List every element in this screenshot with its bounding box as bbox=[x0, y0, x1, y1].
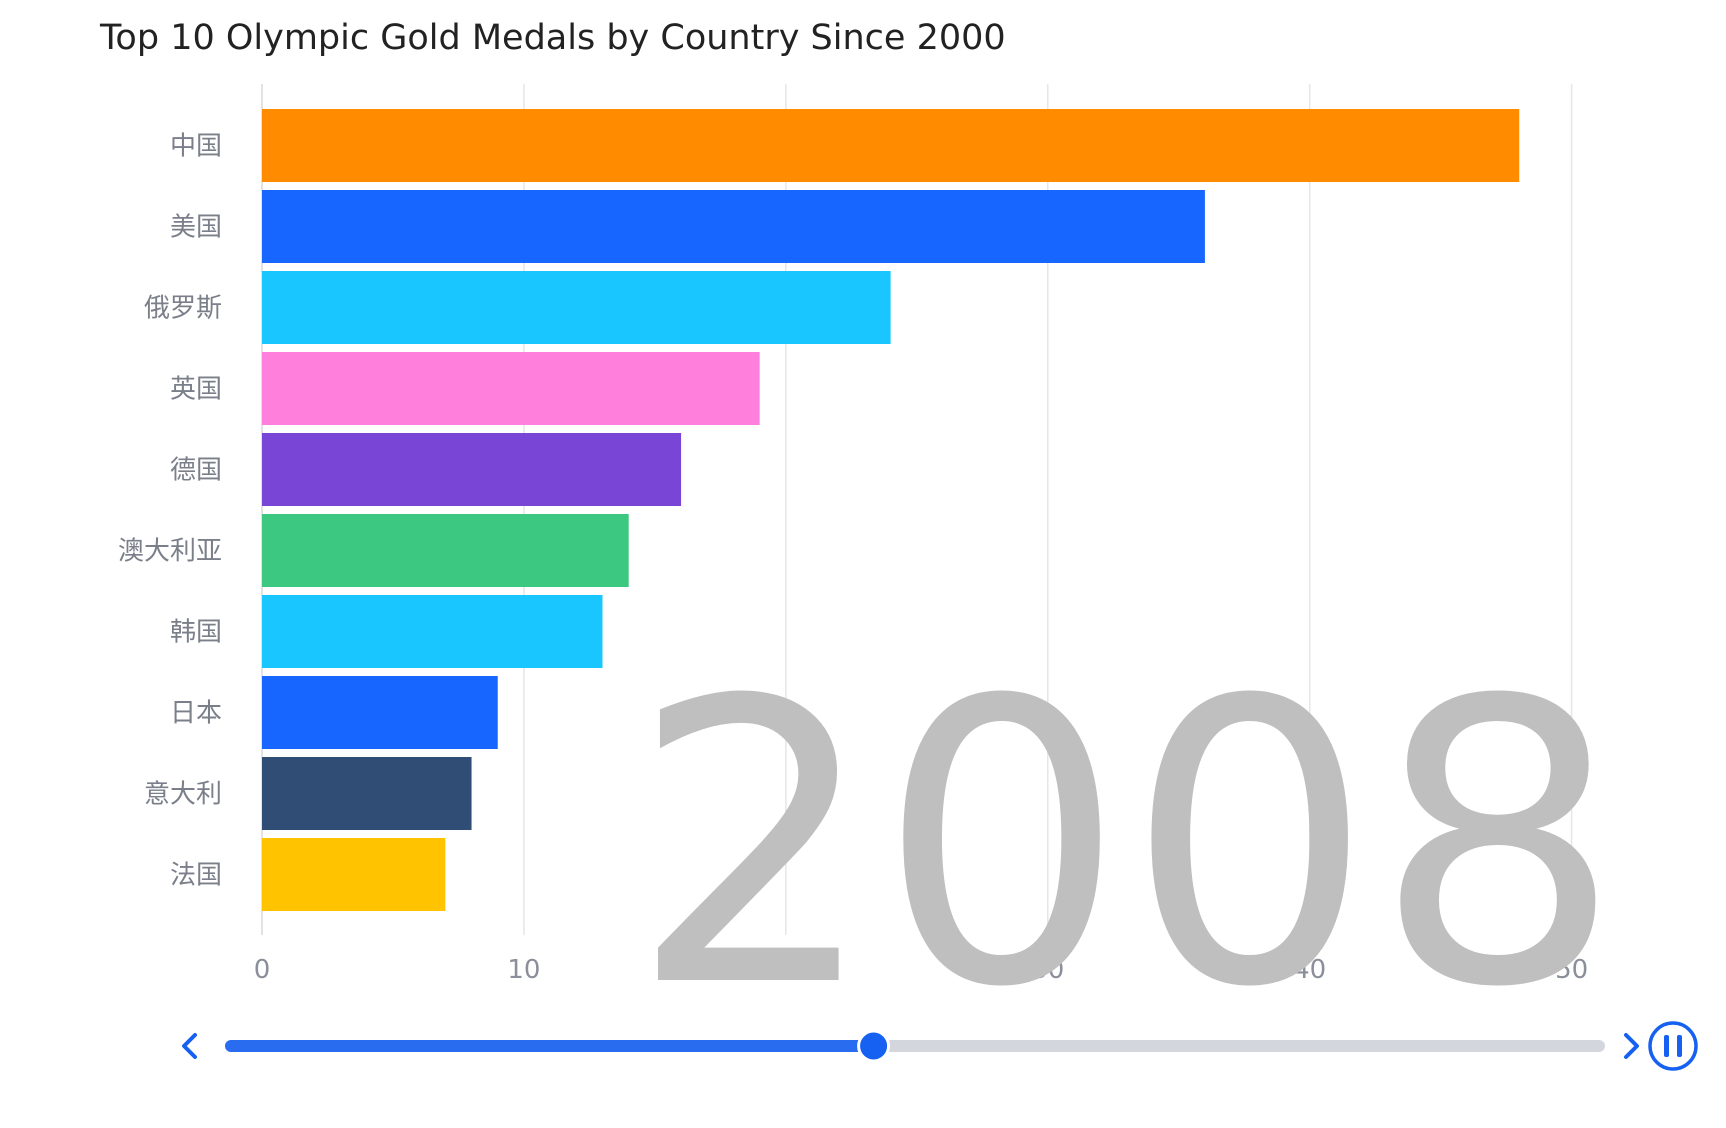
category-label: 法国 bbox=[170, 861, 222, 891]
bar[interactable] bbox=[262, 109, 1520, 182]
x-axis-ticks: 0 10 20 30 40 50 bbox=[254, 955, 1588, 985]
bar[interactable] bbox=[262, 190, 1205, 263]
chevron-right-icon bbox=[1624, 1033, 1639, 1059]
timeline-prev-button[interactable] bbox=[172, 1026, 208, 1066]
x-tick-label: 30 bbox=[1031, 955, 1064, 985]
x-tick-label: 50 bbox=[1555, 955, 1588, 985]
category-label: 日本 bbox=[170, 699, 222, 729]
bar[interactable] bbox=[262, 676, 498, 749]
category-label: 意大利 bbox=[144, 780, 222, 810]
x-tick-label: 20 bbox=[769, 955, 802, 985]
category-label: 澳大利亚 bbox=[118, 537, 222, 567]
bar[interactable] bbox=[262, 757, 472, 830]
category-label: 英国 bbox=[170, 375, 222, 405]
timeline-player bbox=[172, 1021, 1698, 1071]
timeline-handle[interactable] bbox=[857, 1029, 891, 1063]
category-label: 美国 bbox=[170, 213, 222, 243]
x-tick-label: 10 bbox=[507, 955, 540, 985]
category-label: 德国 bbox=[170, 456, 222, 486]
timeline-next-button[interactable] bbox=[1612, 1026, 1648, 1066]
chart-title: Top 10 Olympic Gold Medals by Country Si… bbox=[100, 18, 1006, 58]
x-tick-label: 0 bbox=[254, 955, 271, 985]
category-label: 韩国 bbox=[170, 618, 222, 648]
bar[interactable] bbox=[262, 271, 891, 344]
bar-layer bbox=[262, 109, 1520, 911]
bar[interactable] bbox=[262, 595, 603, 668]
bar[interactable] bbox=[262, 838, 446, 911]
bar[interactable] bbox=[262, 514, 629, 587]
chevron-left-icon bbox=[182, 1033, 197, 1059]
x-tick-label: 40 bbox=[1293, 955, 1326, 985]
play-pause-button[interactable] bbox=[1648, 1021, 1698, 1071]
year-watermark: 2008 bbox=[629, 618, 1622, 1072]
timeline-progress bbox=[225, 1040, 874, 1052]
category-label: 俄罗斯 bbox=[144, 294, 222, 324]
bar[interactable] bbox=[262, 433, 682, 506]
bar[interactable] bbox=[262, 352, 760, 425]
pause-icon bbox=[1664, 1035, 1682, 1057]
category-label: 中国 bbox=[170, 132, 222, 162]
